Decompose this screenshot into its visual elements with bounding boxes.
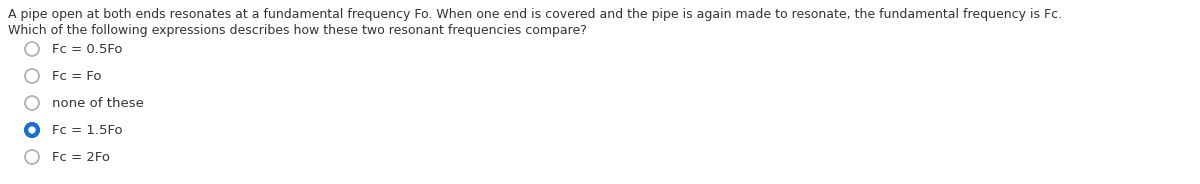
Circle shape	[25, 42, 38, 56]
Text: Fc = 0.5Fo: Fc = 0.5Fo	[52, 43, 122, 56]
Text: Which of the following expressions describes how these two resonant frequencies : Which of the following expressions descr…	[8, 24, 587, 37]
Circle shape	[29, 127, 35, 133]
Text: Fc = Fo: Fc = Fo	[52, 70, 102, 83]
Circle shape	[25, 69, 38, 83]
Circle shape	[25, 123, 38, 137]
Text: Fc = 2Fo: Fc = 2Fo	[52, 151, 110, 164]
Text: A pipe open at both ends resonates at a fundamental frequency Fo. When one end i: A pipe open at both ends resonates at a …	[8, 8, 1062, 21]
Circle shape	[25, 96, 38, 110]
Circle shape	[25, 150, 38, 164]
Text: none of these: none of these	[52, 97, 144, 110]
Text: Fc = 1.5Fo: Fc = 1.5Fo	[52, 124, 122, 137]
